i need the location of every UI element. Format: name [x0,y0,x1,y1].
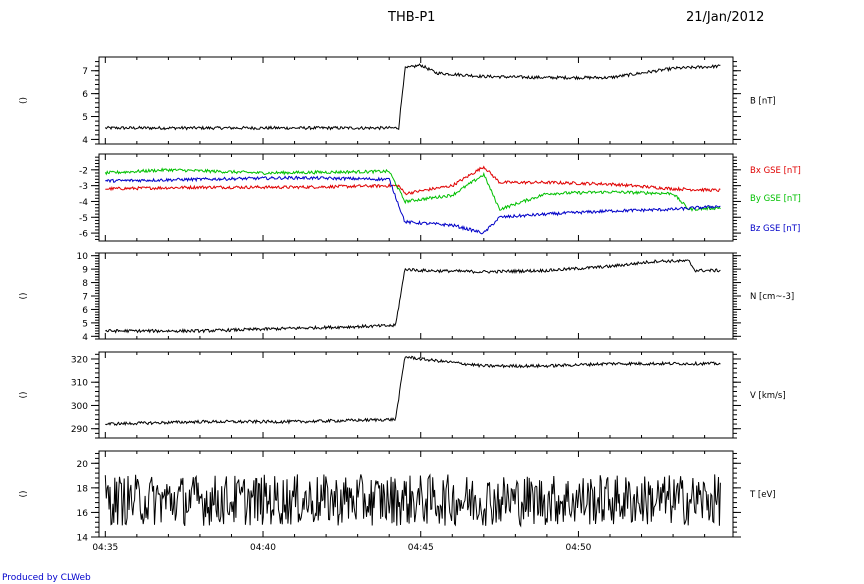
y-tick-label: 18 [77,484,89,494]
y-axis-label: N [cm~-3] [750,292,794,302]
credit-link[interactable]: Produced by CLWeb [2,573,91,583]
chart-date: 21/Jan/2012 [686,10,765,25]
panel-frame [98,351,734,439]
y-tick-label: 14 [77,534,89,544]
series-line-p2 [105,258,721,334]
legend-bz: Bz GSE [nT] [750,224,800,234]
y-tick-label: 6 [82,306,88,316]
y-tick-label: -3 [79,182,88,192]
y-tick-label: -2 [79,166,88,176]
side-label: () [19,292,29,299]
y-tick-label: 290 [71,425,88,435]
y-tick-label: 320 [71,355,88,365]
panel-frame [98,450,734,538]
y-tick-label: 4 [82,333,88,343]
y-tick-label: 4 [82,136,88,146]
y-tick-label: 9 [82,266,88,276]
y-tick-label: 310 [71,379,88,389]
chart-title: THB-P1 [388,10,436,25]
x-tick-label: 04:50 [565,543,591,553]
y-tick-label: 7 [82,293,88,303]
y-tick-label: 5 [82,113,88,123]
series-line-p0 [104,63,721,131]
panel-frame [98,153,734,242]
legend-by: By GSE [nT] [750,194,801,204]
y-tick-label: 16 [77,509,89,519]
y-axis-label: T [eV] [749,490,776,500]
x-tick-label: 04:45 [408,543,434,553]
series-line-p3 [105,355,721,427]
y-tick-label: -5 [79,214,88,224]
y-tick-label: 7 [82,67,88,77]
panel-frame [98,252,734,340]
y-tick-label: 6 [82,90,88,100]
panel-frame [98,56,734,145]
side-label: () [19,97,29,104]
y-tick-label: 5 [82,319,88,329]
y-tick-label: 10 [77,252,89,262]
series-line-bx [105,165,721,196]
y-axis-label: V [km/s] [750,391,786,401]
side-label: () [19,490,29,497]
y-tick-label: 20 [77,460,89,470]
x-tick-label: 04:35 [92,543,118,553]
y-tick-label: -4 [79,198,88,208]
x-tick-label: 04:40 [250,543,276,553]
series-line-by [104,167,721,212]
side-label: () [19,391,29,398]
series-line-p4 [104,473,721,528]
y-tick-label: 300 [71,402,88,412]
y-tick-label: 8 [82,279,88,289]
series-line-bz [105,175,721,235]
y-axis-label: B [nT] [750,97,776,107]
legend-bx: Bx GSE [nT] [750,166,801,176]
y-tick-label: -6 [79,230,88,240]
